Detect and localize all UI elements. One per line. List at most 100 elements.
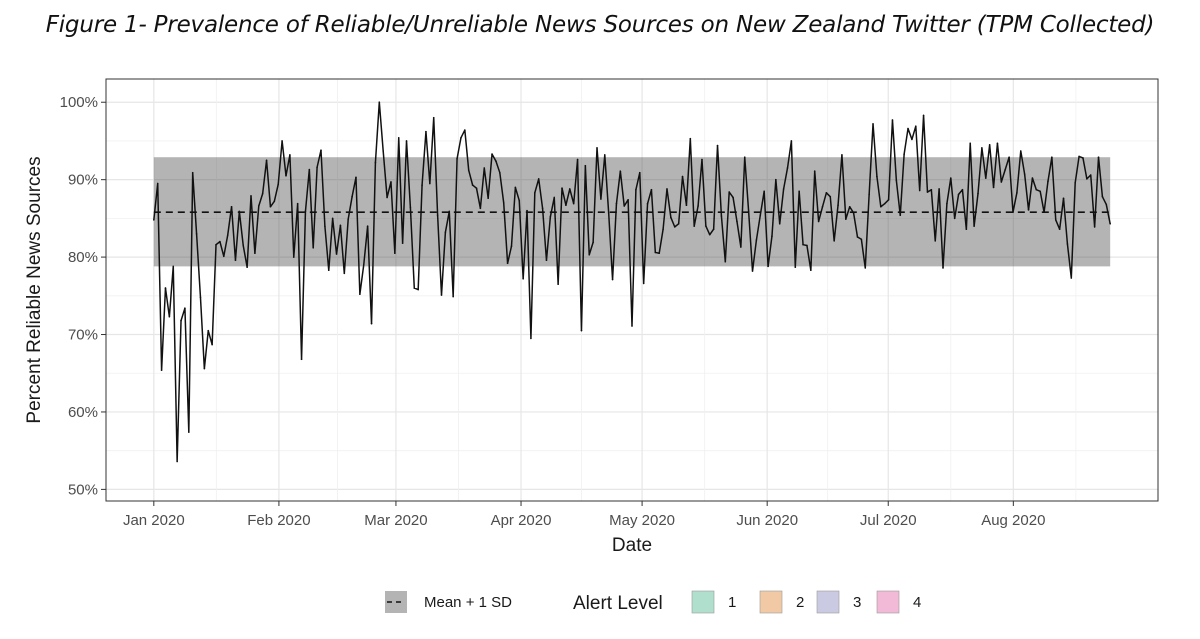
data-point <box>1082 157 1084 159</box>
data-point <box>483 167 486 169</box>
panel-border <box>105 78 1159 502</box>
data-point <box>1058 228 1061 231</box>
legend-alert-2-label: 2 <box>796 594 804 611</box>
data-point <box>261 192 264 195</box>
data-point <box>304 210 307 213</box>
data-point <box>394 252 396 255</box>
data-point <box>883 202 886 205</box>
data-point <box>833 240 835 242</box>
data-point <box>1101 195 1104 198</box>
data-point <box>1097 156 1100 159</box>
data-point <box>942 267 944 269</box>
data-point <box>1043 211 1045 213</box>
data-point <box>887 198 890 201</box>
x-tick-label: Jan 2020 <box>123 512 185 529</box>
grid <box>106 79 1158 501</box>
data-point <box>327 269 330 272</box>
data-point <box>572 202 575 205</box>
data-point <box>265 159 268 162</box>
data-point <box>222 255 225 258</box>
data-point <box>953 217 956 220</box>
data-point <box>775 178 777 181</box>
data-point <box>576 158 579 161</box>
data-point <box>549 216 552 218</box>
data-point <box>502 202 505 204</box>
data-point <box>914 125 917 128</box>
data-point <box>557 283 559 285</box>
data-point <box>382 150 384 152</box>
legend-alert-title: Alert Level <box>573 593 663 614</box>
data-point <box>432 116 435 119</box>
data-point <box>747 210 750 213</box>
data-point <box>172 265 175 268</box>
data-point <box>615 202 618 205</box>
data-point <box>965 228 968 231</box>
data-point <box>705 225 707 227</box>
data-point <box>627 198 629 201</box>
data-point <box>1035 188 1038 191</box>
data-point <box>934 240 937 242</box>
x-tick-label: Apr 2020 <box>491 512 552 529</box>
data-point <box>911 138 913 141</box>
data-point <box>413 287 416 289</box>
data-point <box>234 259 237 261</box>
data-point <box>763 190 765 193</box>
data-point <box>292 256 295 258</box>
data-point <box>456 157 458 160</box>
data-point <box>296 202 299 205</box>
data-point <box>1066 243 1069 245</box>
data-point <box>607 212 610 214</box>
data-point <box>1062 197 1065 200</box>
plot-panel <box>106 79 1158 501</box>
data-point <box>479 207 482 210</box>
data-point <box>491 153 493 155</box>
data-point <box>378 101 381 104</box>
data-point <box>813 170 816 172</box>
data-point <box>207 329 210 332</box>
data-point <box>211 343 213 346</box>
data-point <box>584 164 587 167</box>
data-point <box>631 325 633 327</box>
data-point <box>1012 211 1014 213</box>
data-point <box>184 307 186 309</box>
y-tick-label: 60% <box>68 404 98 421</box>
data-point <box>452 295 454 298</box>
data-point <box>600 198 602 200</box>
data-point <box>720 215 723 217</box>
data-point <box>619 170 622 172</box>
data-point <box>320 149 322 152</box>
data-point <box>331 217 334 220</box>
data-point <box>685 204 688 207</box>
legend-alert-4-swatch <box>876 590 900 614</box>
data-point <box>250 195 252 197</box>
data-point <box>592 241 594 244</box>
data-point <box>697 205 699 207</box>
data-point <box>246 266 248 268</box>
legend-alert-3-swatch <box>816 590 840 614</box>
data-point <box>1023 173 1026 176</box>
data-point <box>580 329 583 332</box>
data-point <box>716 144 719 147</box>
data-point <box>324 225 326 227</box>
data-point <box>740 246 742 248</box>
data-point <box>771 235 773 237</box>
data-point <box>767 265 769 268</box>
data-point <box>1047 180 1049 183</box>
data-point <box>588 253 591 256</box>
data-point <box>603 154 606 156</box>
data-point <box>743 156 746 159</box>
data-point <box>638 171 641 174</box>
data-point <box>534 192 536 194</box>
data-point <box>568 188 571 190</box>
data-point <box>1039 190 1042 193</box>
x-tick-label: May 2020 <box>609 512 675 529</box>
data-point <box>981 147 983 149</box>
data-point <box>1016 192 1018 194</box>
data-point <box>164 287 167 289</box>
data-point <box>464 129 466 131</box>
data-point <box>984 177 987 179</box>
data-point <box>191 171 194 174</box>
data-point <box>810 269 812 272</box>
data-point <box>487 197 489 200</box>
